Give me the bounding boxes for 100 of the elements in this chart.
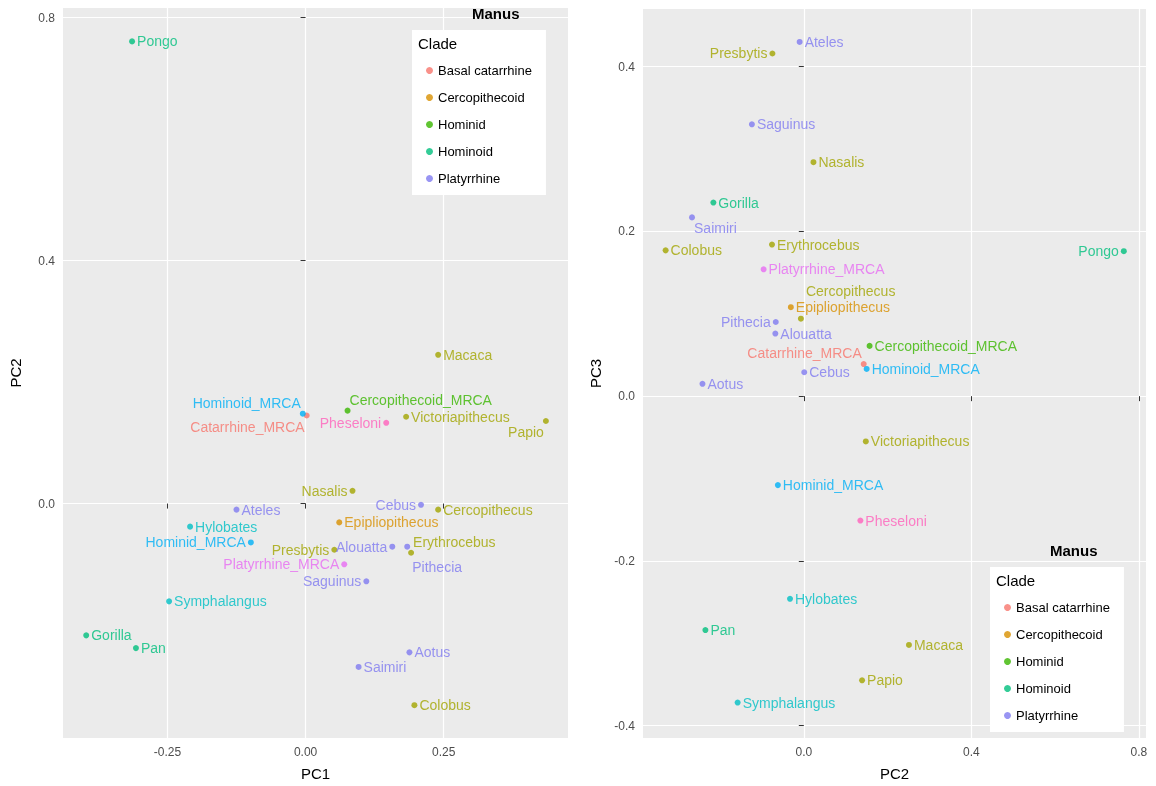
point [710, 199, 717, 206]
point [769, 50, 776, 57]
x-tick-label: 0.4 [963, 745, 981, 759]
point [810, 159, 817, 166]
text: Manus [1050, 542, 1098, 559]
x-tick-label: 0.25 [432, 745, 456, 759]
data-label: Saguinus [302, 573, 362, 590]
data-label: Symphalangus [742, 694, 836, 711]
point [355, 663, 362, 670]
data-label: Pongo [1078, 243, 1120, 260]
data-label: Hominid_MRCA [782, 477, 884, 494]
data-label: Cercopithecus [805, 282, 896, 299]
legend-label: Basal catarrhine [438, 63, 532, 78]
legend-label: Hominid [438, 117, 486, 132]
legend-label: Hominoid [438, 144, 493, 159]
y-axis-title: PC2 [7, 358, 24, 388]
data-label: Pithecia [412, 558, 463, 575]
legend-label: Basal catarrhine [1016, 600, 1110, 615]
data-label: Papio [867, 672, 904, 689]
data-label: Catarrhine_MRCA [747, 345, 863, 362]
point [689, 214, 695, 221]
data-label: Saimiri [363, 658, 407, 675]
data-label: Alouatta [780, 325, 832, 342]
x-tick-label: 0.0 [795, 745, 813, 759]
point [166, 598, 173, 605]
data-label: Presbytis [271, 541, 330, 558]
legend-label: Hominid [1016, 654, 1064, 669]
data-label: Pongo [137, 33, 178, 50]
legend-label: Platyrrhine [1016, 708, 1079, 723]
point [363, 578, 370, 585]
data-label: Platyrrhine_MRCA [768, 261, 886, 278]
point [905, 641, 912, 648]
data-label: Hominid_MRCA [145, 534, 247, 551]
y-tick-label: 0.0 [618, 389, 636, 404]
point [702, 627, 709, 634]
data-label: Erythrocebus [777, 236, 860, 253]
point [435, 351, 442, 358]
legend-label: Cercopithecoid [438, 90, 525, 105]
data-label: Ateles [804, 33, 844, 50]
point [801, 369, 808, 376]
legend-title: Clade [996, 572, 1036, 589]
point [760, 266, 767, 273]
data-label: Aotus [707, 375, 744, 392]
point [862, 438, 869, 445]
point [863, 365, 870, 372]
data-label: Pheseloni [319, 414, 382, 431]
point [341, 561, 348, 568]
y-tick-label: 0.4 [38, 253, 56, 268]
legend-label: Hominoid [1016, 681, 1071, 696]
point [734, 699, 741, 706]
point [866, 342, 873, 349]
point [748, 121, 755, 128]
point [129, 38, 136, 45]
point [389, 543, 396, 550]
data-label: Erythrocebus [413, 533, 496, 550]
data-label: Aotus [414, 644, 451, 661]
point [383, 419, 390, 426]
point [797, 315, 804, 322]
y-tick-label: -0.4 [614, 718, 636, 733]
data-label: Saguinus [756, 116, 816, 133]
data-label: Papio [508, 423, 545, 440]
x-axis-title: PC2 [879, 765, 910, 782]
point [1120, 248, 1127, 255]
point [787, 304, 794, 311]
y-tick-label: 0.2 [618, 224, 636, 239]
y-tick-label: 0.0 [38, 496, 56, 511]
data-label: Victoriapithecus [411, 408, 510, 425]
data-label: Colobus [419, 697, 471, 714]
data-label: Macaca [913, 636, 964, 653]
point [408, 549, 415, 556]
point [787, 595, 794, 602]
y-axis-title: PC3 [587, 358, 604, 389]
point [772, 319, 779, 326]
point [859, 677, 866, 684]
data-label: Macaca [443, 346, 493, 363]
chart-title: Manus [472, 5, 520, 22]
point [411, 702, 418, 709]
data-label: Pan [710, 622, 736, 639]
point [435, 506, 442, 513]
point [418, 501, 425, 508]
point [699, 380, 706, 387]
data-label: Ateles [241, 501, 281, 518]
point [774, 482, 781, 489]
point [83, 632, 90, 639]
point [542, 417, 549, 424]
data-label: Hylobates [795, 590, 858, 607]
data-label: Cebus [375, 496, 417, 513]
point [247, 539, 254, 546]
data-label: Epipliopithecus [344, 514, 439, 531]
data-label: Alouatta [335, 538, 388, 555]
point [336, 519, 343, 526]
data-label: Cebus [809, 364, 850, 381]
point [349, 487, 356, 494]
data-label: Hominoid_MRCA [871, 360, 981, 377]
point [860, 361, 867, 368]
data-label: Victoriapithecus [870, 433, 970, 450]
data-label: Hylobates [195, 518, 258, 535]
data-label: Gorilla [91, 627, 132, 644]
data-label: Cercopithecoid_MRCA [874, 337, 1018, 354]
point [772, 330, 779, 337]
